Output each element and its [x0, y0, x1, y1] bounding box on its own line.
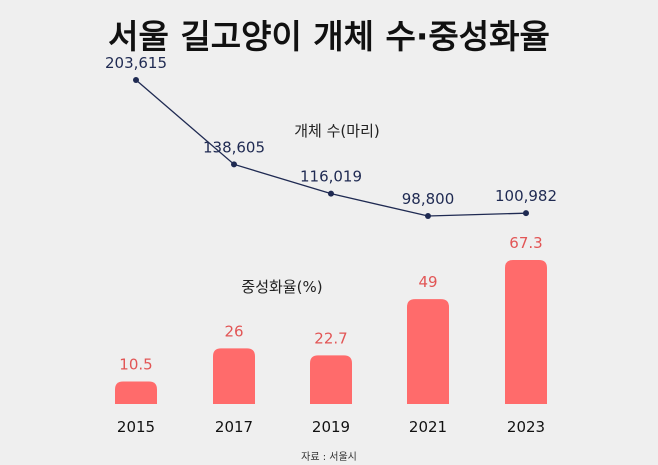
bars-layer: 10.5 26 22.7 49 67.3: [115, 234, 547, 404]
bar-2015: [115, 381, 157, 404]
line-layer: 203,615 138,605 116,019 98,800 100,982: [105, 54, 557, 219]
line-value-label-2019: 116,019: [300, 168, 362, 186]
x-tick-label-2023: 2023: [507, 418, 545, 436]
bar-series-label: 중성화율(%): [241, 278, 322, 296]
line-value-label-2021: 98,800: [402, 190, 455, 208]
bar-2023: [505, 260, 547, 404]
line-point-2023: [523, 210, 529, 217]
bar-value-label-2015: 10.5: [119, 356, 152, 374]
x-tick-label-2019: 2019: [312, 418, 350, 436]
line-point-2021: [425, 213, 431, 219]
bar-value-label-2021: 49: [418, 273, 437, 291]
line-point-2017: [231, 161, 237, 168]
x-tick-label-2017: 2017: [215, 418, 253, 436]
line-value-label-2015: 203,615: [105, 54, 167, 72]
line-value-label-2017: 138,605: [203, 138, 265, 156]
line-point-2019: [328, 190, 334, 197]
source-note: 자료 : 서울시: [301, 451, 357, 463]
chart-title: 서울 길고양이 개체 수·중성화율: [108, 17, 550, 56]
bar-value-label-2019: 22.7: [314, 329, 347, 347]
x-tick-label-2015: 2015: [117, 418, 155, 436]
bar-2017: [213, 348, 255, 404]
bar-value-label-2017: 26: [224, 322, 243, 340]
bar-value-label-2023: 67.3: [509, 234, 542, 252]
bar-2019: [310, 355, 352, 404]
year-labels: 2015 2017 2019 2021 2023: [117, 418, 545, 436]
line-value-label-2023: 100,982: [495, 187, 557, 205]
line-series-label: 개체 수(마리): [294, 122, 379, 140]
line-point-2015: [133, 77, 139, 83]
x-tick-label-2021: 2021: [409, 418, 447, 436]
bar-2021: [407, 299, 449, 404]
